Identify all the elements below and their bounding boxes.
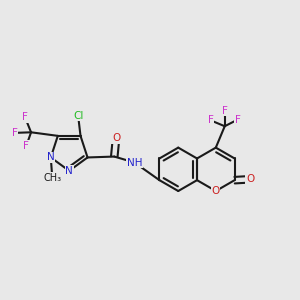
Text: O: O	[246, 174, 254, 184]
Text: F: F	[12, 128, 18, 138]
Text: N: N	[47, 152, 55, 163]
Text: O: O	[212, 186, 220, 196]
Text: Cl: Cl	[73, 111, 83, 121]
Text: F: F	[208, 115, 213, 125]
Text: F: F	[23, 141, 29, 151]
Text: F: F	[22, 112, 28, 122]
Text: CH₃: CH₃	[43, 173, 61, 183]
Text: N: N	[65, 166, 73, 176]
Text: F: F	[235, 115, 241, 125]
Text: F: F	[222, 106, 228, 116]
Text: O: O	[112, 133, 120, 143]
Text: NH: NH	[127, 158, 142, 167]
